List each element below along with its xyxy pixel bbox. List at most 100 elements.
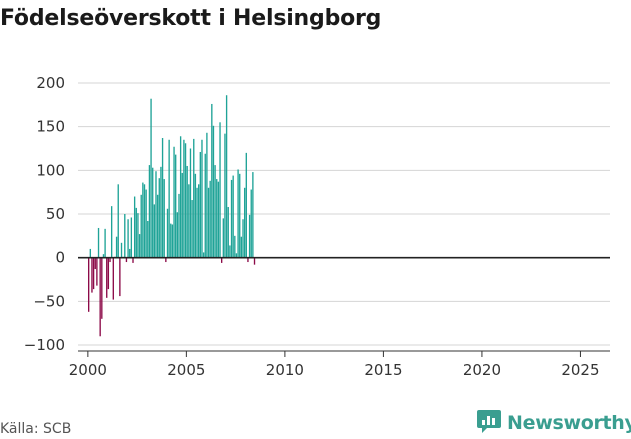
bar-negative [101, 257, 103, 319]
bar-positive [168, 139, 170, 258]
bar-positive [124, 214, 126, 258]
bar-positive [225, 95, 228, 258]
bar-positive [155, 171, 157, 258]
bar-positive [245, 152, 247, 258]
y-tick-label: −100 [24, 336, 65, 354]
bar-positive [207, 187, 210, 258]
bar-positive [235, 253, 238, 258]
bar-positive [152, 167, 154, 258]
bar-positive [166, 208, 169, 258]
bar-positive [161, 138, 164, 258]
bar-positive [104, 228, 106, 258]
bar-positive [219, 122, 221, 258]
bar-positive [206, 132, 208, 258]
bar-positive [237, 169, 239, 258]
x-tick-label: 2025 [561, 361, 599, 379]
bar-positive [178, 193, 180, 258]
bar-negative [247, 257, 249, 263]
bar-positive [212, 125, 215, 258]
bar-positive [188, 184, 190, 258]
bar-negative [96, 257, 98, 286]
bar-positive [214, 165, 216, 258]
bar-negative [125, 257, 128, 263]
bar-positive [173, 146, 175, 258]
bar-positive [170, 223, 172, 258]
bar-positive [160, 166, 162, 258]
x-axis: 2000 2005 2010 2015 2020 2025 [69, 350, 610, 379]
bar-positive [175, 154, 177, 258]
bar-positive [127, 219, 129, 258]
bar-positive [202, 252, 205, 258]
bar-negative [253, 257, 256, 265]
bar-positive [204, 153, 206, 258]
source-label: Källa: SCB [0, 421, 72, 437]
bar-negative [165, 257, 167, 263]
bar-positive [242, 219, 244, 258]
bar-positive [110, 206, 113, 258]
bar-positive [156, 194, 159, 258]
bar-negative [99, 257, 101, 337]
bar-positive [102, 254, 105, 258]
bar-positive [143, 184, 146, 258]
bar-positive [217, 181, 220, 258]
bar-positive [191, 200, 193, 258]
bar-positive [227, 207, 229, 258]
bar-positive [250, 189, 252, 258]
bar-positive [97, 227, 100, 258]
bar-negative [91, 257, 93, 293]
bar-positive [234, 235, 236, 258]
bar-positive [184, 143, 187, 258]
bar-positive [137, 213, 139, 258]
bar-positive [176, 212, 179, 258]
bar-positive [142, 182, 144, 258]
bar-negative [132, 257, 134, 263]
bar-negative [221, 257, 223, 263]
bar-positive [186, 165, 188, 258]
bar-positive [133, 196, 136, 258]
bar-positive [138, 234, 141, 258]
bar-positive [153, 204, 156, 258]
y-tick-label: 0 [55, 249, 65, 267]
y-tick-label: 200 [36, 74, 65, 92]
gridlines [78, 82, 610, 346]
bar-positive [216, 179, 218, 258]
bar-positive [211, 103, 213, 258]
chart-title: Födelseöverskott i Helsingborg [0, 6, 382, 31]
bar-negative [92, 257, 95, 290]
x-tick-label: 2020 [463, 361, 501, 379]
bar-positive [183, 139, 185, 258]
y-tick-label: 150 [36, 118, 65, 136]
bar-negative [106, 257, 108, 298]
bar-positive [199, 151, 201, 258]
bar-negative [88, 257, 90, 312]
y-axis-labels: 200 150 100 50 0 −50 −100 [24, 74, 65, 354]
bar-positive [224, 133, 226, 258]
bar-positive [232, 175, 234, 258]
bar-positive [209, 180, 211, 258]
bar-positive [181, 172, 183, 258]
bar-positive [148, 165, 151, 258]
bar-positive [230, 179, 233, 258]
bar-positive [117, 184, 119, 258]
bar-positive [240, 236, 243, 258]
bar-positive [120, 242, 123, 258]
y-tick-label: 100 [36, 161, 65, 179]
bar-positive [222, 218, 224, 258]
bar-negative [94, 257, 96, 270]
y-tick-label: −50 [33, 292, 65, 310]
y-tick-label: 50 [46, 205, 65, 223]
bar-positive [196, 187, 198, 258]
bar-positive [140, 194, 142, 258]
bar-negative [109, 257, 111, 263]
x-tick-label: 2000 [69, 361, 107, 379]
bar-positive [193, 138, 195, 258]
bar-positive [147, 220, 149, 258]
bar-positive [150, 98, 152, 258]
bar-positive [252, 172, 254, 258]
newsworthy-logo-icon [476, 408, 502, 438]
newsworthy-brand[interactable]: Newsworthy [476, 408, 631, 438]
bar-positive [130, 217, 133, 258]
bar-positive [158, 178, 160, 258]
bar-negative [112, 257, 114, 300]
